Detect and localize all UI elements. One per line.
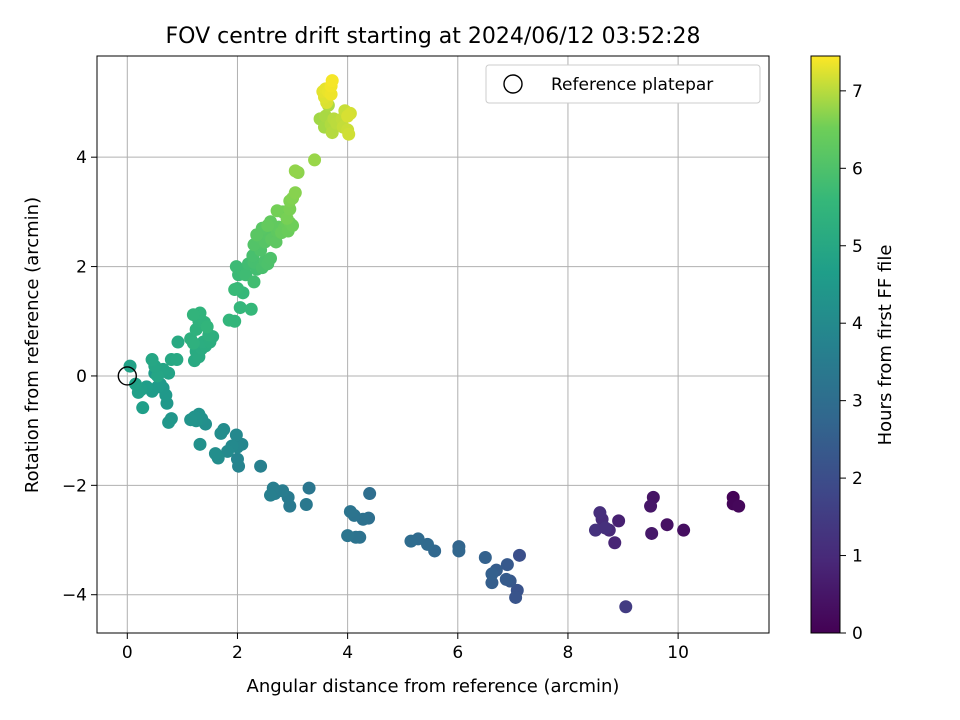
colorbar-tick-label: 5 bbox=[852, 237, 863, 257]
data-point bbox=[644, 499, 658, 513]
data-point bbox=[308, 153, 322, 167]
colorbar-tick-label: 2 bbox=[852, 469, 863, 489]
data-point bbox=[677, 523, 691, 537]
data-point bbox=[485, 567, 499, 581]
y-tick-label: 0 bbox=[76, 367, 87, 387]
data-point bbox=[509, 590, 523, 604]
data-point bbox=[171, 335, 185, 349]
x-tick-label: 6 bbox=[452, 643, 463, 663]
data-point bbox=[341, 529, 355, 543]
colorbar-label: Hours from first FF file bbox=[875, 245, 896, 446]
data-point bbox=[499, 572, 513, 586]
colorbar-tick-label: 4 bbox=[852, 314, 863, 334]
data-point bbox=[302, 481, 316, 495]
data-point bbox=[598, 521, 612, 535]
legend-marker bbox=[503, 74, 523, 94]
data-point bbox=[244, 302, 258, 316]
data-point bbox=[162, 415, 176, 429]
data-point bbox=[732, 499, 746, 513]
x-tick-label: 2 bbox=[232, 643, 243, 663]
data-point bbox=[228, 314, 242, 328]
data-point bbox=[200, 320, 214, 334]
data-point bbox=[420, 537, 434, 551]
data-point bbox=[342, 127, 356, 141]
colorbar-tick-label: 1 bbox=[852, 547, 863, 567]
legend-label: Reference platepar bbox=[551, 75, 713, 95]
data-point bbox=[247, 275, 261, 289]
data-point bbox=[363, 487, 377, 501]
data-point bbox=[230, 452, 244, 466]
x-tick-label: 4 bbox=[342, 643, 353, 663]
colorbar-tick-label: 6 bbox=[852, 159, 863, 179]
y-tick-label: −2 bbox=[62, 476, 87, 496]
x-tick-label: 8 bbox=[563, 643, 574, 663]
data-point bbox=[452, 544, 466, 558]
data-point bbox=[264, 488, 278, 502]
data-point bbox=[660, 518, 674, 532]
data-point bbox=[214, 426, 228, 440]
reference-marker bbox=[117, 366, 137, 386]
data-point bbox=[645, 526, 659, 540]
data-point bbox=[478, 551, 492, 565]
data-point bbox=[193, 437, 207, 451]
x-axis-label: Angular distance from reference (arcmin) bbox=[247, 676, 620, 697]
grid-lines bbox=[97, 56, 769, 633]
data-point bbox=[619, 600, 633, 614]
y-tick-label: −4 bbox=[62, 586, 87, 606]
data-point bbox=[404, 534, 418, 548]
data-point bbox=[270, 204, 284, 218]
data-point bbox=[186, 336, 200, 350]
x-tick-label: 10 bbox=[667, 643, 689, 663]
data-point bbox=[341, 109, 355, 123]
data-point bbox=[151, 369, 165, 383]
data-point bbox=[186, 308, 200, 322]
y-tick-label: 4 bbox=[76, 148, 87, 168]
data-point bbox=[261, 219, 275, 233]
data-point bbox=[588, 523, 602, 537]
x-axis-ticks: 0 2 4 6 8 10 bbox=[122, 633, 689, 663]
plot-area: 0 2 4 6 8 10 −4 −2 0 2 4 bbox=[62, 55, 770, 663]
data-point bbox=[221, 444, 235, 458]
plot-frame bbox=[96, 55, 770, 634]
colorbar-tick-label: 0 bbox=[852, 624, 863, 644]
data-point bbox=[288, 186, 302, 200]
data-point bbox=[233, 301, 247, 315]
data-point bbox=[299, 497, 313, 511]
legend-box bbox=[485, 64, 761, 104]
data-point bbox=[145, 353, 159, 367]
data-point bbox=[288, 164, 302, 178]
data-point bbox=[184, 413, 198, 427]
data-point bbox=[593, 506, 607, 520]
data-point bbox=[208, 447, 222, 461]
legend: Reference platepar bbox=[485, 64, 761, 104]
y-tick-label: 2 bbox=[76, 258, 87, 278]
colorbar-tick-label: 3 bbox=[852, 392, 863, 412]
data-point bbox=[229, 428, 243, 442]
data-point bbox=[500, 558, 514, 572]
data-point bbox=[264, 251, 278, 265]
data-point bbox=[129, 377, 143, 391]
data-point bbox=[250, 228, 264, 242]
colorbar-tick-label: 7 bbox=[852, 82, 863, 102]
data-point bbox=[228, 283, 242, 297]
data-point bbox=[608, 536, 622, 550]
data-points bbox=[123, 74, 746, 614]
colorbar-ticks: 0 1 2 3 4 5 6 7 bbox=[840, 82, 863, 644]
data-point bbox=[612, 514, 626, 528]
y-axis-label: Rotation from reference (arcmin) bbox=[22, 197, 43, 493]
data-point bbox=[254, 459, 268, 473]
data-point bbox=[170, 353, 184, 367]
x-tick-label: 0 bbox=[122, 643, 133, 663]
chart-title: FOV centre drift starting at 2024/06/12 … bbox=[166, 24, 701, 49]
y-axis-ticks: −4 −2 0 2 4 bbox=[62, 148, 97, 606]
colorbar-gradient bbox=[810, 55, 841, 634]
data-point bbox=[136, 401, 150, 415]
colorbar: 0 1 2 3 4 5 6 7 Hours from first FF file bbox=[810, 55, 896, 644]
data-point bbox=[343, 505, 357, 519]
data-point bbox=[325, 74, 339, 88]
data-point bbox=[512, 548, 526, 562]
